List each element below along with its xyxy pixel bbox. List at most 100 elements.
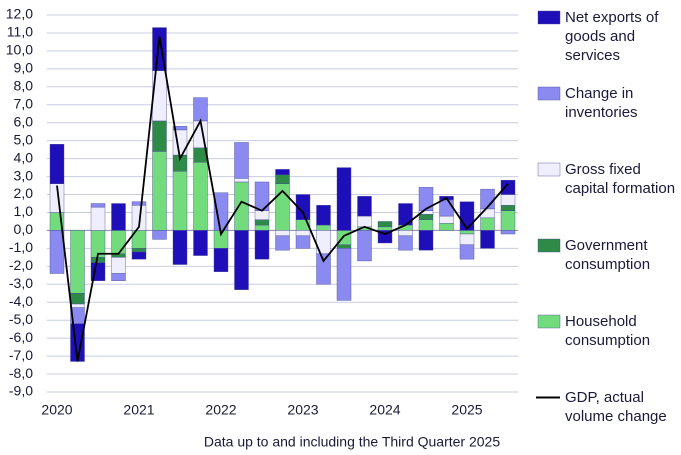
legend-swatch <box>537 86 561 101</box>
y-tick-label: 7,0 <box>14 95 34 111</box>
bar-segment <box>70 303 85 308</box>
legend-swatch <box>537 162 561 177</box>
bar-segment <box>398 235 413 251</box>
y-tick-label: 5,0 <box>14 131 34 147</box>
y-tick-label: -3,0 <box>9 275 33 291</box>
bar-segment <box>459 201 475 231</box>
bar-segment <box>316 224 331 231</box>
bar-segment <box>152 151 167 231</box>
x-tick-label: 2020 <box>41 402 72 418</box>
bar-segment <box>316 205 331 226</box>
bar-segment <box>254 230 270 260</box>
bar-segment <box>439 223 454 231</box>
bar-segment <box>316 253 331 285</box>
y-tick-label: 12,0 <box>6 6 33 22</box>
bar-segment <box>459 233 475 245</box>
bar-segment <box>111 273 126 281</box>
bar-segment <box>500 179 516 195</box>
y-tick-label: -7,0 <box>9 347 33 363</box>
bar-segment <box>234 181 249 231</box>
bar-segment <box>49 144 65 184</box>
y-tick-label: 6,0 <box>14 113 34 129</box>
x-tick-label: 2024 <box>369 402 400 418</box>
bar-segment <box>459 230 475 235</box>
bar-segment <box>500 205 516 211</box>
y-tick-label: -1,0 <box>9 239 33 255</box>
bar-segment <box>193 162 208 231</box>
y-tick-label: 10,0 <box>6 42 33 58</box>
legend-swatch <box>537 314 561 329</box>
bar-segment <box>418 230 434 251</box>
y-tick-label: 11,0 <box>7 24 33 40</box>
legend-label: Government consumption <box>565 237 651 273</box>
bar-segment <box>111 230 126 254</box>
bar-segment <box>418 187 434 211</box>
bar-segment <box>295 235 311 249</box>
x-tick-label: 2021 <box>123 402 154 418</box>
y-tick-label: -6,0 <box>9 329 33 345</box>
bar-segment <box>357 196 372 217</box>
bar-segment <box>480 217 495 231</box>
bar-segment <box>336 248 352 301</box>
chart-subtitle: Data up to and including the Third Quart… <box>204 434 500 450</box>
bar-segment <box>295 194 311 220</box>
legend-label: Change in inventories <box>565 85 638 121</box>
bar-segment <box>254 224 270 231</box>
bar-segment <box>131 251 147 260</box>
bar-segment <box>70 293 85 305</box>
bar-segment <box>131 201 147 206</box>
legend-swatch <box>537 10 561 25</box>
y-tick-label: -4,0 <box>9 293 33 309</box>
x-tick-label: 2022 <box>205 402 236 418</box>
y-tick-label: 1,0 <box>14 203 34 219</box>
bar-segment <box>439 199 454 217</box>
bar-segment <box>480 230 495 249</box>
x-tick-label: 2025 <box>451 402 482 418</box>
y-tick-label: -8,0 <box>9 365 33 381</box>
bar-segment <box>336 167 352 231</box>
y-tick-label: -2,0 <box>9 257 33 273</box>
bar-segment <box>336 244 352 249</box>
bar-segment <box>500 210 516 231</box>
bar-segment <box>193 97 208 122</box>
bar-segment <box>418 219 434 231</box>
gdp-line <box>56 36 509 362</box>
bar-segment <box>172 126 188 131</box>
bar-segment <box>398 230 413 237</box>
bar-segment <box>254 210 270 220</box>
lines <box>56 36 509 362</box>
y-tick-label: 9,0 <box>14 60 34 76</box>
bar-segment <box>172 230 188 265</box>
bar-segment <box>111 203 126 231</box>
bar-segment <box>49 230 65 274</box>
legend-swatch <box>537 238 561 253</box>
bar-segment <box>111 257 126 274</box>
y-tick-label: -9,0 <box>9 383 33 399</box>
y-tick-label: -5,0 <box>9 311 33 327</box>
bar-segment <box>254 219 270 226</box>
bar-segment <box>131 248 147 253</box>
bar-segment <box>152 120 167 152</box>
y-tick-label: 4,0 <box>14 149 34 165</box>
legend-label: Household consumption <box>565 313 651 349</box>
legend-label: GDP, actual volume change <box>565 389 667 425</box>
legend-label: Gross fixed capital formation <box>565 161 676 197</box>
bar-segment <box>275 169 290 175</box>
bar-segment <box>234 178 249 183</box>
bar-segment <box>295 230 311 237</box>
x-tick-label: 2023 <box>287 402 318 418</box>
bar-segment <box>275 235 290 251</box>
bar-segment <box>357 230 372 262</box>
bar-segment <box>193 230 208 256</box>
bar-segment <box>377 226 393 231</box>
bar-segment <box>70 230 85 294</box>
bar-segment <box>377 221 393 228</box>
bar-segment <box>500 194 516 206</box>
bar-segment <box>357 215 372 228</box>
y-tick-label: 3,0 <box>14 167 34 183</box>
y-tick-label: 8,0 <box>14 78 34 94</box>
bar-segment <box>172 170 188 231</box>
bar-segment <box>275 174 290 184</box>
